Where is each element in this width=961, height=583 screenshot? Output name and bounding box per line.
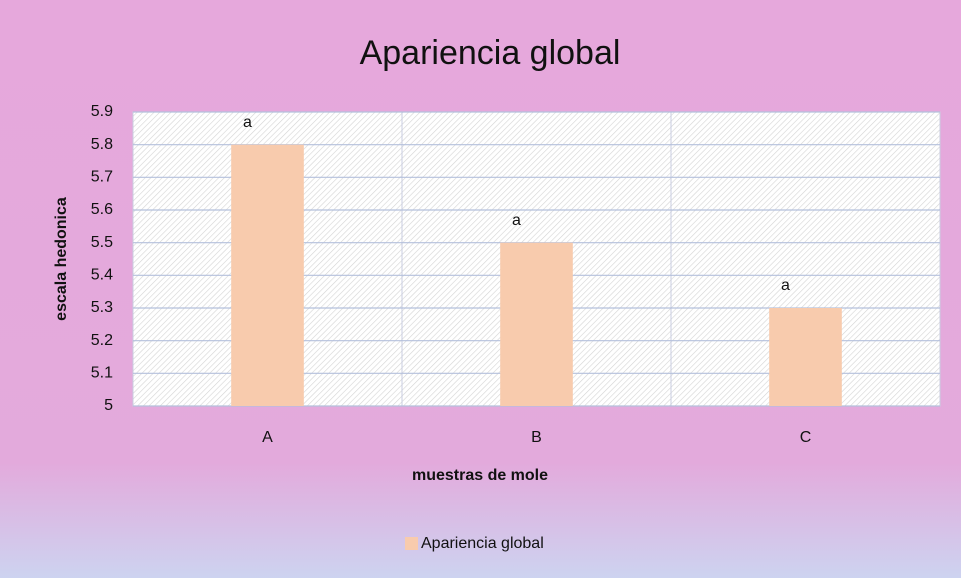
- y-tick-label: 5: [104, 397, 113, 414]
- annotation: a: [781, 277, 790, 294]
- y-tick-label: 5.4: [91, 267, 113, 284]
- bar: [500, 242, 573, 406]
- y-tick-label: 5.2: [91, 332, 113, 349]
- y-axis-label: escala hedonica: [53, 197, 70, 321]
- y-tick-label: 5.8: [91, 136, 113, 153]
- y-tick-label: 5.9: [91, 103, 113, 120]
- annotation: a: [243, 114, 252, 131]
- x-axis-label: muestras de mole: [412, 467, 548, 484]
- bar: [231, 144, 304, 406]
- legend-label: Apariencia global: [421, 535, 544, 552]
- x-tick-label: A: [262, 429, 273, 446]
- y-tick-label: 5.1: [91, 365, 113, 382]
- y-tick-label: 5.5: [91, 234, 113, 251]
- y-tick-label: 5.3: [91, 299, 113, 316]
- legend-swatch: [405, 537, 418, 550]
- y-tick-label: 5.6: [91, 201, 113, 218]
- chart-title: Apariencia global: [360, 34, 621, 72]
- bar: [769, 308, 842, 406]
- annotation: a: [512, 212, 521, 229]
- x-tick-label: C: [800, 429, 812, 446]
- y-tick-label: 5.7: [91, 169, 113, 186]
- x-tick-label: B: [531, 429, 542, 446]
